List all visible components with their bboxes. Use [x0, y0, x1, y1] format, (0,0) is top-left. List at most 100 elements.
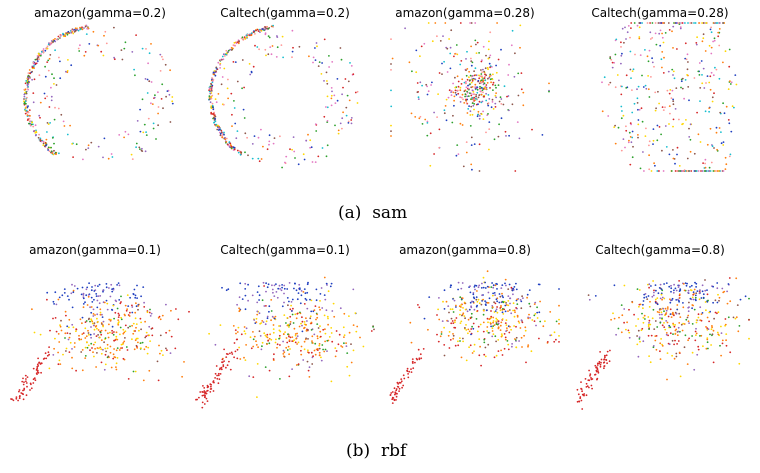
scatter-point — [243, 356, 245, 359]
scatter-point — [638, 26, 641, 29]
scatter-point — [458, 305, 461, 308]
scatter-point — [459, 322, 462, 324]
scatter-point — [654, 320, 657, 322]
scatter-point — [650, 285, 652, 287]
scatter-point — [96, 327, 98, 330]
scatter-point — [631, 111, 634, 114]
scatter-point — [240, 333, 243, 336]
scatter-point — [160, 98, 163, 100]
scatter-point — [221, 361, 223, 364]
scatter-point — [689, 150, 692, 153]
scatter-point — [33, 67, 35, 69]
scatter-point — [606, 362, 608, 365]
scatter-point — [671, 339, 674, 342]
scatter-point — [659, 317, 661, 319]
scatter-point — [625, 38, 627, 40]
scatter-point — [694, 22, 697, 24]
scatter-point — [495, 340, 497, 343]
scatter-point — [468, 346, 470, 349]
scatter-point — [454, 86, 457, 89]
scatter-point — [627, 141, 630, 144]
scatter-point — [473, 308, 476, 311]
scatter-point — [342, 111, 344, 114]
scatter-point — [450, 94, 453, 97]
scatter-point — [671, 354, 673, 357]
scatter-point — [318, 344, 321, 347]
scatter-point — [72, 29, 75, 31]
scatter-point — [273, 295, 276, 297]
scatter-point — [335, 350, 338, 352]
scatter-point — [722, 22, 724, 24]
scatter-point — [648, 49, 651, 52]
scatter-point — [225, 53, 228, 56]
scatter-point — [459, 337, 461, 339]
scatter-point — [516, 303, 519, 305]
scatter-point — [264, 28, 266, 31]
scatter-point — [704, 162, 706, 165]
scatter-point — [621, 85, 623, 88]
scatter-point — [134, 296, 137, 299]
scatter-point — [708, 320, 710, 323]
scatter-point — [253, 319, 256, 321]
scatter-point — [661, 32, 663, 35]
scatter-point — [536, 311, 539, 314]
scatter-point — [323, 276, 326, 279]
scatter-point — [686, 363, 689, 365]
scatter-point — [475, 298, 478, 301]
scatter-point — [479, 90, 482, 93]
scatter-point — [278, 329, 281, 332]
scatter-point — [135, 302, 137, 305]
scatter-point — [471, 89, 474, 92]
scatter-point — [266, 148, 269, 151]
scatter-point — [690, 284, 693, 287]
scatter-point — [457, 153, 460, 156]
scatter-point — [243, 117, 246, 119]
scatter-point — [472, 98, 475, 100]
scatter-point — [467, 108, 470, 110]
scatter-point — [38, 54, 41, 57]
scatter-point — [695, 332, 698, 335]
scatter-point — [145, 331, 148, 334]
scatter-point — [441, 320, 444, 322]
scatter-point — [248, 375, 251, 378]
scatter-point — [114, 311, 117, 314]
scatter-point — [333, 315, 336, 318]
scatter-point — [232, 44, 235, 46]
scatter-point — [601, 81, 603, 84]
scatter-point — [36, 367, 39, 370]
scatter-point — [668, 285, 671, 288]
scatter-point — [464, 327, 466, 329]
scatter-point — [239, 153, 242, 156]
scatter-point — [443, 354, 446, 357]
scatter-point — [676, 48, 678, 50]
scatter-point — [659, 297, 662, 300]
scatter-point — [97, 285, 99, 287]
scatter-point — [274, 315, 277, 318]
scatter-point — [521, 321, 524, 324]
scatter-point — [633, 22, 636, 24]
scatter-point — [693, 288, 696, 291]
scatter-point — [150, 102, 152, 105]
scatter-point — [58, 296, 61, 299]
scatter-point — [492, 83, 494, 86]
scatter-point — [658, 311, 660, 314]
scatter-point — [713, 317, 715, 320]
scatter-point — [684, 42, 687, 45]
scatter-point — [589, 374, 591, 377]
scatter-point — [475, 318, 478, 320]
scatter-point — [130, 153, 133, 156]
scatter-point — [306, 291, 309, 294]
scatter-point — [75, 330, 77, 333]
scatter-point — [270, 53, 273, 56]
scatter-point — [46, 122, 49, 124]
scatter-point — [234, 350, 237, 353]
scatter-point — [84, 25, 87, 28]
scatter-point — [244, 38, 247, 40]
scatter-point — [611, 61, 614, 64]
scatter-point — [445, 98, 448, 101]
scatter-point — [448, 311, 450, 314]
scatter-point — [443, 60, 445, 63]
scatter-point — [29, 72, 32, 75]
scatter-point — [252, 65, 255, 68]
scatter-point — [305, 323, 307, 326]
